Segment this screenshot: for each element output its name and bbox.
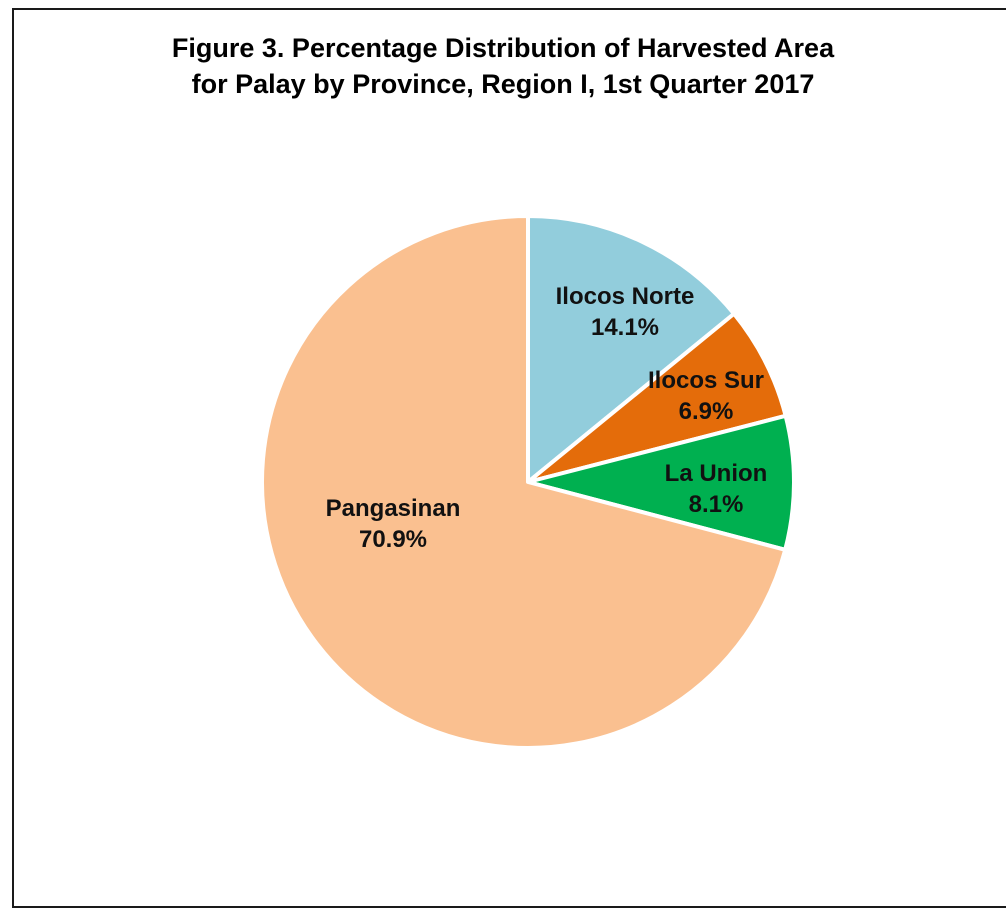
pie-slice-ilocos-sur	[526, 311, 788, 484]
pie-chart: Ilocos Norte 14.1% Ilocos Sur 6.9% La Union 8…	[259, 214, 796, 750]
chart-title-line-2: for Palay by Province, Region I, 1st Qua…	[191, 69, 815, 99]
chart-title-line-1: Figure 3. Percentage Distribution of Har…	[171, 33, 835, 63]
pie-slices	[259, 214, 796, 750]
slice-label-la-union: La Union	[665, 460, 768, 487]
pie-labels: Ilocos Norte 14.1% Ilocos Sur 6.9% La Union 8…	[326, 283, 768, 553]
pie-slice-ilocos-norte	[526, 214, 737, 484]
slice-value-ilocos-sur: 6.9%	[679, 398, 734, 425]
pie-slice-la-union	[526, 413, 796, 552]
slice-label-pangasinan: Pangasinan	[326, 495, 461, 522]
slice-label-ilocos-sur: Ilocos Sur	[648, 367, 764, 394]
chart-title: Figure 3. Percentage Distribution of Har…	[0, 30, 1006, 102]
pie-slice-pangasinan	[259, 214, 788, 750]
slice-value-la-union: 8.1%	[689, 491, 744, 518]
slice-label-ilocos-norte: Ilocos Norte	[556, 283, 695, 310]
slice-value-pangasinan: 70.9%	[359, 526, 427, 553]
slice-value-ilocos-norte: 14.1%	[591, 314, 659, 341]
